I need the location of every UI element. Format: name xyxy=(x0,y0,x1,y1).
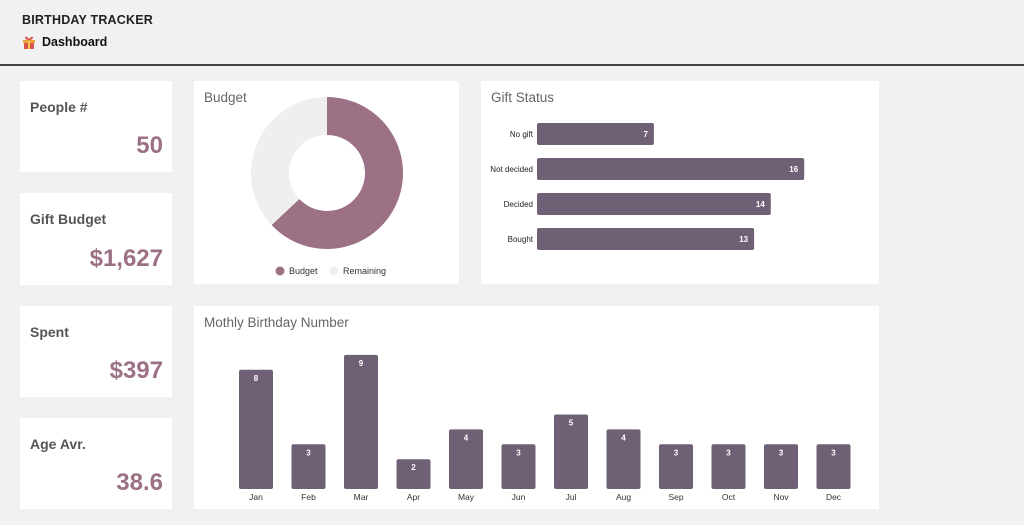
gift-status-panel: Gift Status No gift 7 Not decided 16 Decided… xyxy=(481,81,879,284)
budget-chart-title: Budget xyxy=(204,90,247,105)
month-label: Nov xyxy=(773,492,789,502)
monthly-chart-title: Mothly Birthday Number xyxy=(204,315,349,330)
month-label: Jan xyxy=(249,492,263,502)
people-count-card: People # 50 xyxy=(20,81,172,172)
month-label: Aug xyxy=(616,492,631,502)
header-bar: BIRTHDAY TRACKER Dashboard xyxy=(0,0,1024,66)
bar-decided xyxy=(537,193,771,215)
bar-value-label: 8 xyxy=(254,374,259,383)
budget-panel: Budget Budget Remaining xyxy=(194,81,459,284)
monthly-birthday-panel: Mothly Birthday Number 8 Jan 3 Feb 9 Mar 2 Apr 4… xyxy=(194,306,879,509)
breadcrumb-label: Dashboard xyxy=(42,35,108,49)
spent-card: Spent $397 xyxy=(20,306,172,397)
bar-may xyxy=(449,429,483,489)
gift-status-bar-chart: No gift 7 Not decided 16 Decided 14 Bought 13 xyxy=(490,123,805,250)
category-label: Bought xyxy=(508,235,534,244)
gift-status-chart-title: Gift Status xyxy=(491,90,555,105)
bar-value-label: 4 xyxy=(621,433,626,442)
month-label: Jun xyxy=(512,492,526,502)
category-label: No gift xyxy=(510,130,534,139)
bar-oct xyxy=(711,444,746,489)
bar-aug xyxy=(606,429,641,489)
month-label: May xyxy=(458,492,475,502)
bar-value-label: 4 xyxy=(464,433,469,442)
bar-value-label: 3 xyxy=(779,448,784,457)
legend-marker-remaining xyxy=(329,266,339,276)
bar-value-label: 14 xyxy=(756,200,765,209)
bar-value-label: 5 xyxy=(569,419,574,428)
category-label: Decided xyxy=(504,200,533,209)
category-label: Not decided xyxy=(490,165,533,174)
bar-sep xyxy=(659,444,693,489)
bar-mar xyxy=(344,354,378,489)
budget-donut-chart: Budget Remaining xyxy=(251,97,403,276)
gift-budget-label: Gift Budget xyxy=(30,211,107,227)
bar-value-label: 7 xyxy=(643,130,648,139)
gift-icon xyxy=(23,36,35,49)
bar-jul xyxy=(554,414,588,489)
people-count-value: 50 xyxy=(136,132,163,159)
app-title: BIRTHDAY TRACKER xyxy=(22,13,153,27)
spent-value: $397 xyxy=(109,357,163,384)
gift-budget-value: $1,627 xyxy=(89,245,163,272)
bar-feb xyxy=(291,444,326,489)
month-label: Mar xyxy=(354,492,369,502)
month-label: Dec xyxy=(826,492,842,502)
month-label: Oct xyxy=(722,492,736,502)
age-average-card: Age Avr. 38.6 xyxy=(20,418,172,509)
month-label: Sep xyxy=(668,492,683,502)
bar-value-label: 9 xyxy=(359,359,364,368)
bar-value-label: 3 xyxy=(831,448,836,457)
bar-value-label: 2 xyxy=(411,463,416,472)
age-average-label: Age Avr. xyxy=(30,436,86,452)
bar-nov xyxy=(764,444,798,489)
monthly-birthday-bar-chart: 8 Jan 3 Feb 9 Mar 2 Apr 4 May 3 Jun 5 Jul 4 Aug 3 Sep 3 Oct… xyxy=(239,354,851,502)
month-label: Apr xyxy=(407,492,420,502)
breadcrumb[interactable]: Dashboard xyxy=(22,35,107,49)
gift-budget-card: Gift Budget $1,627 xyxy=(20,193,172,285)
legend-label-remaining: Remaining xyxy=(343,266,386,276)
donut-slice-remaining xyxy=(251,97,327,226)
people-count-label: People # xyxy=(30,99,88,115)
bar-jan xyxy=(239,369,273,489)
bar-bought xyxy=(537,228,755,250)
month-label: Jul xyxy=(566,492,577,502)
bar-no-gift xyxy=(537,123,654,145)
bar-not-decided xyxy=(537,158,805,180)
bar-apr xyxy=(396,459,431,489)
legend-marker-budget xyxy=(275,266,285,276)
month-label: Feb xyxy=(301,492,316,502)
bar-value-label: 3 xyxy=(726,448,731,457)
bar-value-label: 3 xyxy=(516,448,521,457)
donut-slice-budget xyxy=(271,97,403,249)
bar-value-label: 3 xyxy=(674,448,679,457)
bar-value-label: 16 xyxy=(789,165,798,174)
bar-dec xyxy=(816,444,851,489)
bar-value-label: 3 xyxy=(306,448,311,457)
spent-label: Spent xyxy=(30,324,69,340)
age-average-value: 38.6 xyxy=(116,469,163,496)
legend-label-budget: Budget xyxy=(289,266,318,276)
bar-value-label: 13 xyxy=(739,235,748,244)
bar-jun xyxy=(501,444,536,489)
